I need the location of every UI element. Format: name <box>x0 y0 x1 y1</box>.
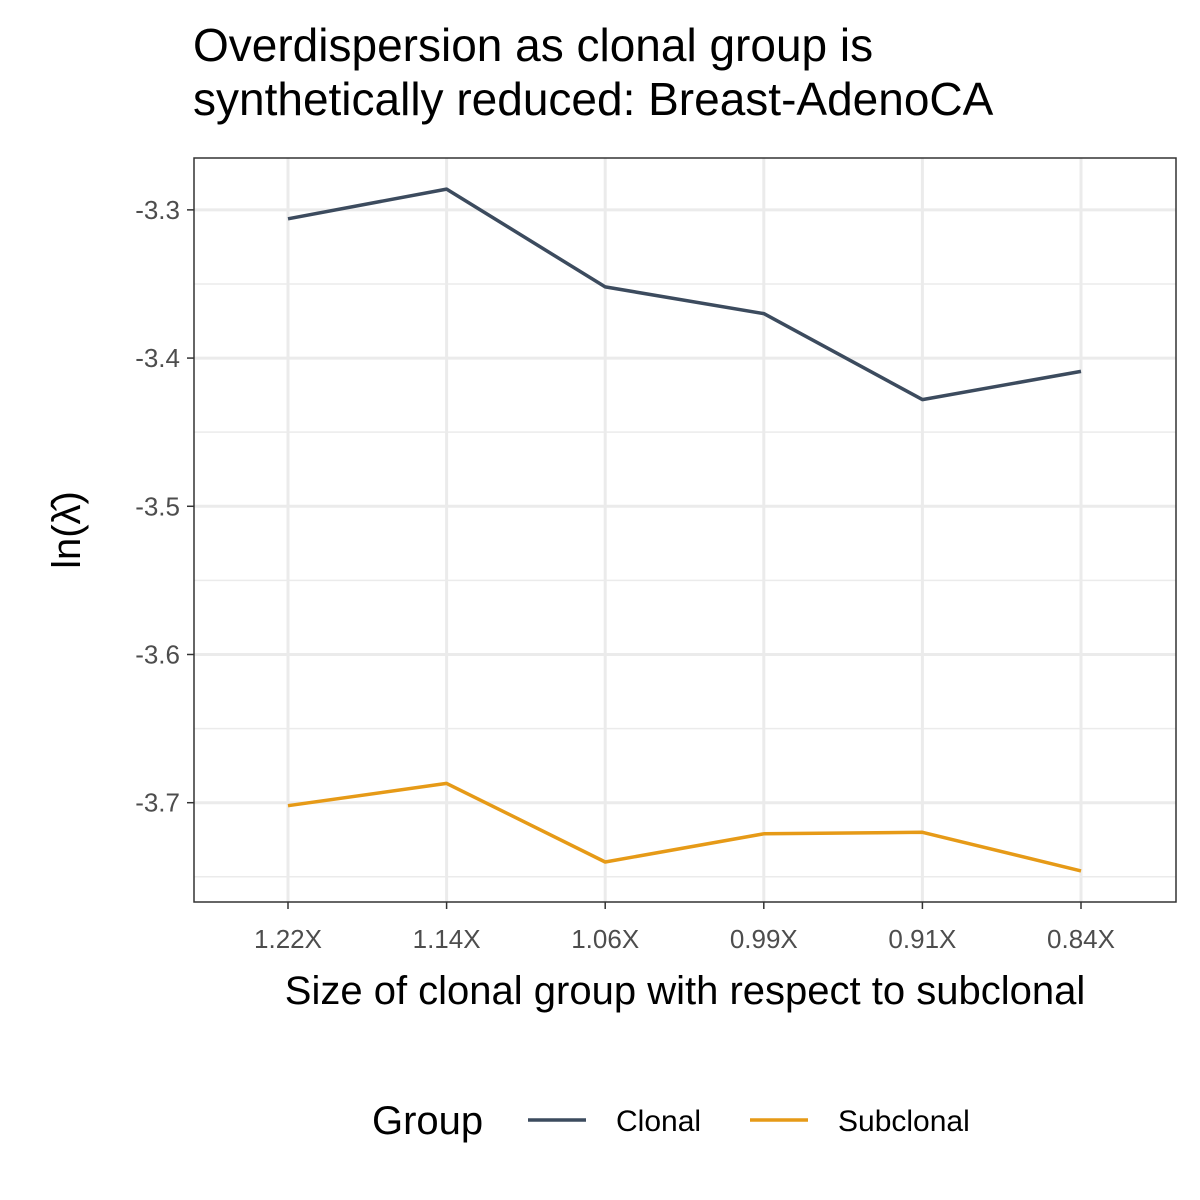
legend-items: Clonal Subclonal <box>528 1105 970 1138</box>
legend-label-clonal: Clonal <box>616 1105 701 1138</box>
legend: Group Clonal Subclonal <box>372 1099 970 1143</box>
x-axis-title: Size of clonal group with respect to sub… <box>285 969 1085 1013</box>
y-tick-label: -3.4 <box>135 343 180 373</box>
panel-border <box>193 157 1177 903</box>
chart-title-line-1: Overdispersion as clonal group is <box>193 19 874 71</box>
x-tick-label: 0.91X <box>888 924 956 954</box>
y-tick-label: -3.5 <box>135 491 180 521</box>
series-lines <box>287 187 1082 873</box>
y-tick-label: -3.3 <box>135 195 180 225</box>
y-axis: -3.3 -3.4 -3.5 -3.6 -3.7 <box>135 195 194 818</box>
grid-major <box>194 158 1176 902</box>
x-axis: 1.22X 1.14X 1.06X 0.99X 0.91X 0.84X <box>254 902 1115 954</box>
x-tick-label: 1.14X <box>413 924 481 954</box>
x-tick-label: 0.99X <box>730 924 798 954</box>
series-line-clonal <box>287 187 1082 402</box>
x-tick-label: 0.84X <box>1047 924 1115 954</box>
chart-title-line-2: synthetically reduced: Breast-AdenoCA <box>193 73 994 125</box>
x-tick-label: 1.06X <box>571 924 639 954</box>
legend-title: Group <box>372 1099 483 1143</box>
series-line-subclonal <box>287 781 1082 873</box>
grid-minor <box>194 283 1176 878</box>
legend-label-subclonal: Subclonal <box>838 1105 970 1138</box>
y-tick-label: -3.7 <box>135 788 180 818</box>
y-tick-label: -3.6 <box>135 639 180 669</box>
chart-title: Overdispersion as clonal group is synthe… <box>193 18 1183 126</box>
y-axis-title: ln(λ̂) <box>45 491 89 569</box>
x-tick-label: 1.22X <box>254 924 322 954</box>
